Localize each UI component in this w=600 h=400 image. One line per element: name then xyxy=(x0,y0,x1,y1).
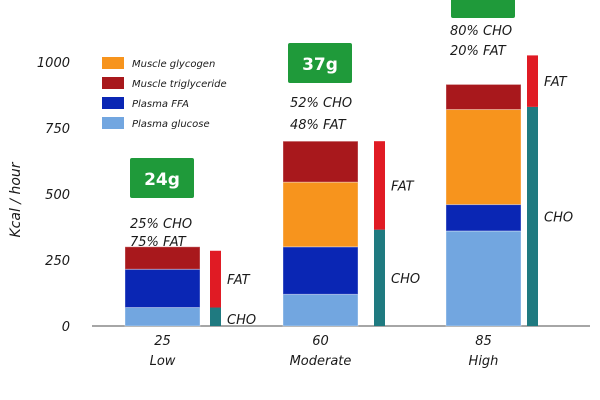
grams-badge-text: 24g xyxy=(144,170,180,190)
bars xyxy=(124,83,522,327)
legend: Muscle glycogen Muscle triglyceride Plasma… xyxy=(102,57,227,130)
cho-percent-label: 80% CHO xyxy=(450,24,512,39)
category-sublabel: Moderate xyxy=(290,354,352,369)
cho-split-bar xyxy=(210,307,221,326)
y-tick-labels: 0 250 500 750 1000 xyxy=(37,56,70,335)
cho-side-label: CHO xyxy=(544,210,573,225)
legend-label: Muscle glycogen xyxy=(132,59,215,70)
bar-segment xyxy=(282,246,359,295)
bar-segment xyxy=(282,181,359,248)
fat-percent-label: 20% FAT xyxy=(450,44,507,59)
y-tick-label: 500 xyxy=(45,188,70,203)
fat-side-label: FAT xyxy=(544,75,568,90)
fat-percent-label: 48% FAT xyxy=(290,118,347,133)
grams-badge xyxy=(130,158,194,198)
bar-segment xyxy=(445,204,522,232)
bar-segment xyxy=(282,140,359,183)
bar-segment xyxy=(445,109,522,206)
fat-percent-label: 75% FAT xyxy=(130,235,187,250)
fat-side-label: FAT xyxy=(227,273,251,288)
cho-side-label: CHO xyxy=(227,313,256,328)
y-tick-label: 250 xyxy=(45,254,70,269)
bar-segment xyxy=(124,307,201,327)
legend-swatch xyxy=(102,97,124,109)
y-tick-label: 0 xyxy=(62,320,70,335)
y-tick-label: 750 xyxy=(45,122,70,137)
legend-label: Plasma FFA xyxy=(132,99,189,110)
category-labels: 25 Low 60 Moderate 85 High xyxy=(150,334,499,369)
cho-side-label: CHO xyxy=(391,272,420,287)
legend-swatch xyxy=(102,57,124,69)
bar-segment xyxy=(282,293,359,327)
grams-badge-text: 37g xyxy=(302,55,338,75)
y-axis-title: Kcal / hour xyxy=(8,161,24,237)
category-label: 25 xyxy=(154,334,171,349)
cho-split-bar xyxy=(374,229,385,326)
legend-swatch xyxy=(102,117,124,129)
annotations: 24g 25% CHO 75% FAT 37g 52% CHO 48% FAT 80% CH… xyxy=(130,0,515,250)
legend-label: Muscle triglyceride xyxy=(132,79,227,90)
category-sublabel: High xyxy=(469,354,499,369)
fat-side-label: FAT xyxy=(391,179,415,194)
legend-label: Plasma glucose xyxy=(132,119,210,130)
category-sublabel: Low xyxy=(150,354,176,369)
bar-segment xyxy=(124,268,201,309)
bar-segment xyxy=(445,230,522,327)
category-label: 85 xyxy=(475,334,492,349)
cho-percent-label: 25% CHO xyxy=(130,217,192,232)
fat-split-bar xyxy=(374,141,385,230)
split-bars: FAT CHO FAT CHO FAT CHO xyxy=(210,55,573,328)
cho-percent-label: 52% CHO xyxy=(290,96,352,111)
fat-split-bar xyxy=(210,250,221,308)
category-label: 60 xyxy=(312,334,329,349)
bar-segment xyxy=(124,246,201,270)
cho-split-bar xyxy=(527,106,538,326)
grams-badge xyxy=(451,0,515,18)
bar-segment xyxy=(445,83,522,111)
grams-badge xyxy=(288,43,352,83)
y-tick-label: 1000 xyxy=(37,56,70,71)
fat-split-bar xyxy=(527,55,538,107)
legend-swatch xyxy=(102,77,124,89)
